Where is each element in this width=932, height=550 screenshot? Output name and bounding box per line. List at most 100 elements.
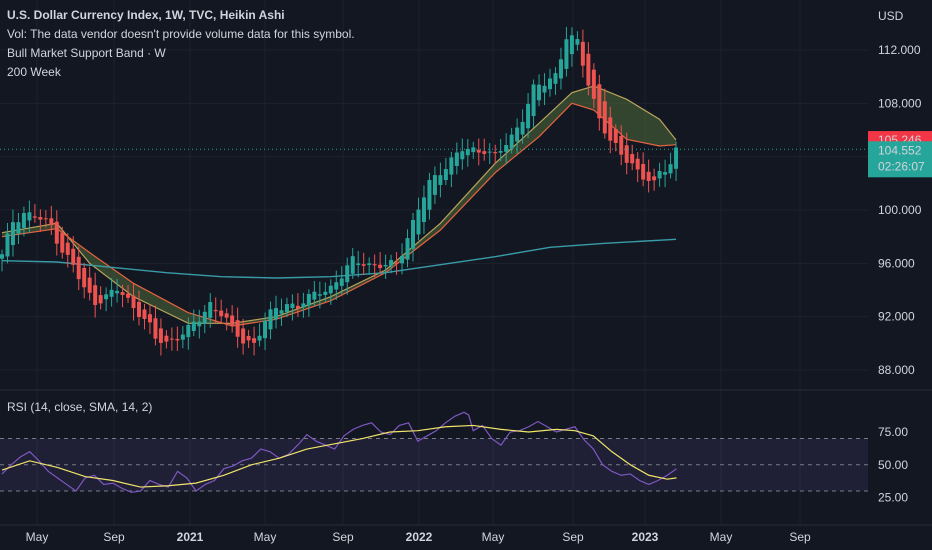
candle-body (361, 264, 366, 266)
candlestick-series[interactable] (0, 26, 868, 356)
candle-body (493, 152, 498, 154)
y-tick-label: 100.000 (878, 203, 922, 217)
candle-body (82, 267, 87, 288)
candle-body (454, 152, 459, 166)
candle-body (421, 197, 426, 222)
y-tick-label: 108.000 (878, 96, 922, 110)
candle-body (98, 295, 103, 304)
indicator-200-week[interactable]: 200 Week (7, 65, 61, 79)
candle-body (153, 318, 158, 339)
candle-body (569, 35, 574, 55)
candle-body (120, 292, 125, 295)
candle-body (54, 221, 59, 244)
candle-body (197, 321, 202, 327)
candle-body (147, 314, 152, 323)
candle-body (252, 338, 257, 343)
symbol-title[interactable]: U.S. Dollar Currency Index, 1W, TVC, Hei… (7, 8, 285, 22)
candle-body (16, 222, 21, 234)
candle-body (619, 135, 624, 155)
candle-body (564, 39, 569, 69)
candle-body (597, 84, 602, 119)
candle-body (438, 175, 443, 185)
y-tick-label: 88.000 (878, 363, 915, 377)
candle-body (158, 328, 163, 343)
candle-body (520, 121, 525, 135)
candle-body (460, 151, 465, 160)
candle-body (109, 289, 114, 297)
candle-body (27, 212, 32, 221)
candle-body (531, 84, 536, 117)
y-tick-label: 112.000 (878, 43, 921, 57)
candle-body (191, 321, 196, 332)
y-tick-label: 96.000 (878, 256, 915, 270)
candle-body (186, 324, 191, 338)
time-axis[interactable]: May Sep 2021 May Sep 2022 May Sep 2023 May Sep (0, 524, 932, 544)
candle-body (274, 308, 278, 320)
candle-body (443, 169, 448, 181)
price-axis[interactable]: USD 112.000108.000104.000100.00096.00092… (878, 9, 922, 505)
candle-body (323, 291, 328, 295)
candle-body (553, 73, 558, 84)
candle-body (263, 320, 268, 339)
candle-body (591, 69, 596, 99)
candle-body (674, 147, 679, 169)
rsi-pane (0, 411, 868, 493)
candle-body (586, 53, 591, 86)
candle-body (411, 219, 415, 249)
last-price-label: 104.552 (878, 143, 922, 157)
candle-body (624, 145, 629, 163)
band-fill (2, 86, 677, 326)
x-tick-label: Sep (103, 530, 125, 544)
x-tick-label: Sep (789, 530, 811, 544)
candle-body (312, 291, 317, 300)
x-tick-label: May (482, 530, 505, 544)
candle-body (257, 335, 262, 341)
candle-body (482, 151, 487, 154)
candle-body (487, 151, 492, 153)
candle-body (400, 255, 405, 264)
volume-note: Vol: The data vendor doesn't provide vol… (7, 27, 355, 41)
candle-body (476, 149, 481, 153)
candle-body (449, 157, 454, 175)
candle-body (345, 265, 350, 283)
x-tick-label: May (710, 530, 733, 544)
candle-body (5, 233, 10, 257)
ma-200-line (1, 238, 677, 279)
candle-body (241, 328, 246, 344)
candle-body (432, 175, 437, 195)
candle-body (21, 213, 26, 228)
candle-body (465, 148, 470, 156)
candle-body (356, 263, 361, 265)
rsi-legend[interactable]: RSI (14, close, SMA, 14, 2) (7, 400, 153, 414)
y-tick-label: 92.000 (878, 310, 915, 324)
candle-body (49, 218, 54, 226)
candle-body (378, 264, 383, 269)
candle-body (427, 180, 432, 210)
rsi-tick-label: 75.00 (878, 425, 908, 439)
candle-body (668, 164, 673, 174)
chart-legend: U.S. Dollar Currency Index, 1W, TVC, Hei… (7, 6, 355, 82)
candle-body (0, 254, 4, 259)
candle-body (350, 256, 355, 274)
candle-body (635, 158, 640, 170)
candle-body (509, 134, 514, 149)
last-price-badge (868, 141, 932, 178)
candle-body (104, 294, 109, 300)
candle-body (405, 238, 410, 260)
candle-body (60, 232, 65, 253)
x-tick-label: 2023 (632, 530, 659, 544)
candle-body (115, 290, 120, 294)
indicator-bull-band[interactable]: Bull Market Support Band · W (7, 46, 166, 60)
candle-body (301, 303, 306, 308)
candle-body (180, 334, 185, 340)
candle-body (630, 154, 635, 164)
candle-body (548, 78, 552, 90)
rsi-ma-line (1, 424, 677, 488)
candle-body (202, 311, 207, 324)
candle-body (175, 338, 180, 341)
candle-body (142, 309, 147, 319)
candle-body (641, 164, 646, 180)
candle-body (515, 127, 520, 142)
